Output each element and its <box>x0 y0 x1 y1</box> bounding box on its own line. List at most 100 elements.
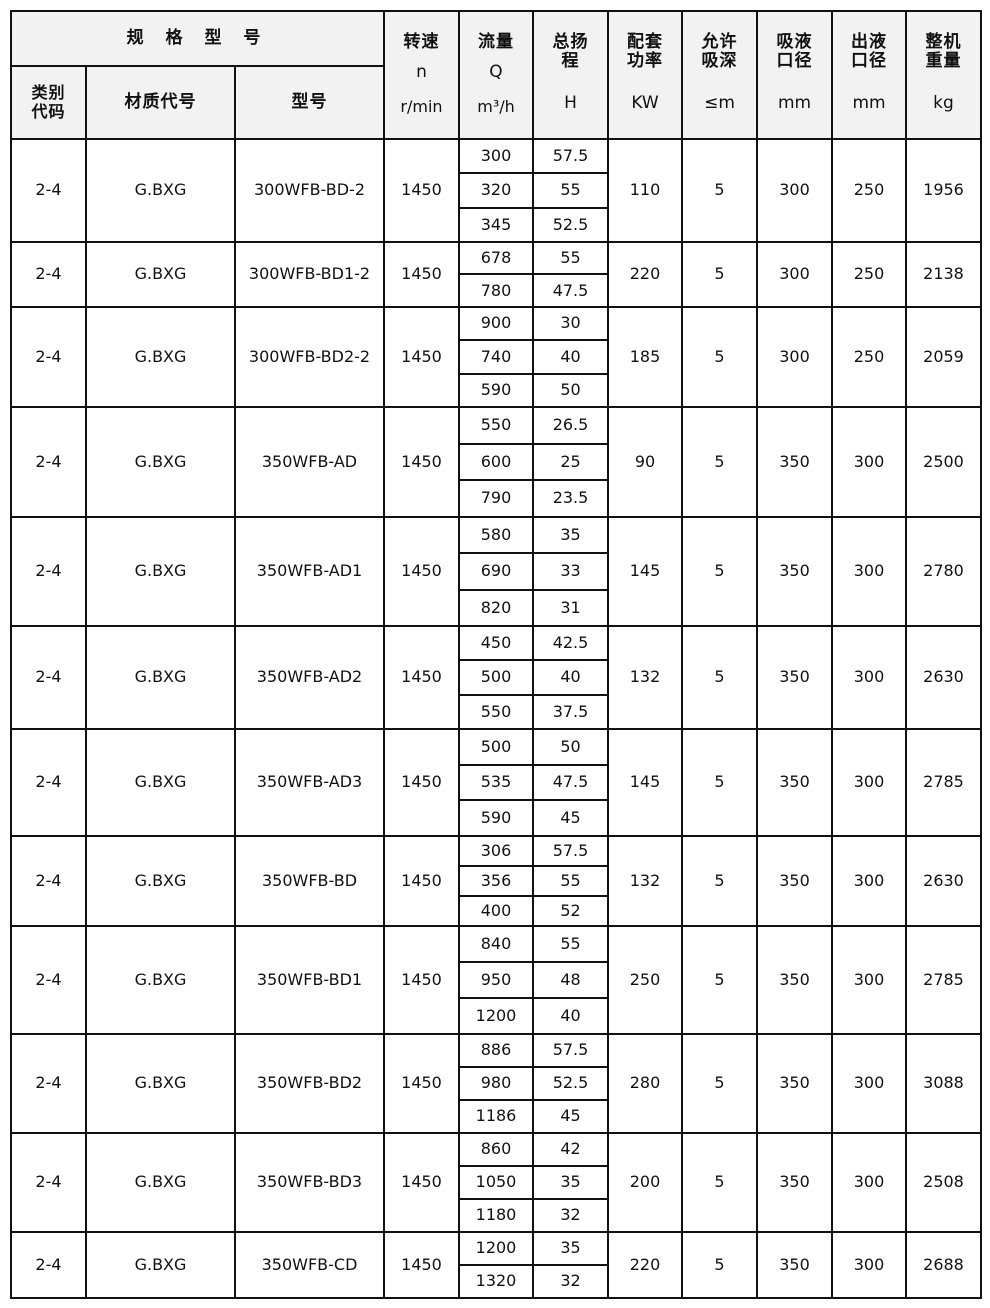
cell-speed: 1450 <box>383 727 460 837</box>
cell-suction-depth: 5 <box>681 515 758 627</box>
cell-power: 200 <box>607 1131 683 1233</box>
cell-speed: 1450 <box>383 305 460 408</box>
table-row: 1050 35 <box>11 1164 981 1200</box>
cell-flow: 840 <box>458 924 534 963</box>
cell-material-code: G.BXG <box>85 1230 236 1299</box>
cell-speed: 1450 <box>383 1230 460 1299</box>
cell-suction-depth: 5 <box>681 834 758 927</box>
cell-outlet: 300 <box>831 405 907 518</box>
header-speed-unit: r/min <box>400 97 443 117</box>
cell-flow: 678 <box>458 240 534 276</box>
header-outlet-unit: mm <box>852 92 886 113</box>
header-weight: 整机重量 kg <box>905 10 982 140</box>
cell-head: 40 <box>532 996 609 1035</box>
cell-power: 132 <box>607 624 683 730</box>
cell-speed: 1450 <box>383 138 460 243</box>
cell-material-code: G.BXG <box>85 924 236 1035</box>
header-speed: 转速 n r/min <box>383 10 460 140</box>
header-suction-depth-label: 允许吸深 <box>701 31 738 72</box>
table-row: 780 47.5 <box>11 273 981 308</box>
cell-power: 145 <box>607 727 683 837</box>
cell-model: 350WFB-BD3 <box>234 1131 385 1233</box>
cell-head: 37.5 <box>532 693 609 730</box>
header-model: 型号 <box>234 65 385 140</box>
cell-flow: 400 <box>458 894 534 927</box>
cell-weight: 2630 <box>905 834 982 927</box>
cell-category-code: 2-4 <box>10 1032 87 1134</box>
cell-flow: 1050 <box>458 1164 534 1200</box>
cell-head: 55 <box>532 240 609 276</box>
header-power-label: 配套功率 <box>627 31 663 72</box>
table-row: 600 25 <box>11 442 981 482</box>
header-flow-unit: m³/h <box>477 97 515 117</box>
cell-head: 55 <box>532 924 609 963</box>
cell-weight: 2780 <box>905 515 982 627</box>
cell-speed: 1450 <box>383 924 460 1035</box>
cell-weight: 2059 <box>905 305 982 408</box>
cell-flow: 500 <box>458 727 534 766</box>
cell-outlet: 300 <box>831 1131 907 1233</box>
cell-head: 40 <box>532 339 609 375</box>
table-row: 590 45 <box>11 799 981 837</box>
header-weight-unit: kg <box>933 92 954 113</box>
cell-head: 57.5 <box>532 834 609 867</box>
cell-flow: 950 <box>458 960 534 999</box>
table-row: 1186 45 <box>11 1098 981 1134</box>
cell-head: 48 <box>532 960 609 999</box>
cell-suction-depth: 5 <box>681 240 758 308</box>
cell-flow: 500 <box>458 659 534 696</box>
cell-material-code: G.BXG <box>85 515 236 627</box>
table-row: 740 40 <box>11 339 981 375</box>
cell-head: 52.5 <box>532 1065 609 1101</box>
cell-flow: 1200 <box>458 1230 534 1266</box>
cell-head: 40 <box>532 659 609 696</box>
table-row: 2-4 G.BXG 350WFB-AD 1450 550 26.5 90 5 350 300 250… <box>10 405 982 518</box>
table-row: 1200 40 <box>11 996 981 1035</box>
cell-material-code: G.BXG <box>85 727 236 837</box>
cell-weight: 2785 <box>905 727 982 837</box>
cell-speed: 1450 <box>383 1131 460 1233</box>
cell-category-code: 2-4 <box>10 727 87 837</box>
header-power: 配套功率 KW <box>607 10 683 140</box>
cell-outlet: 300 <box>831 924 907 1035</box>
cell-outlet: 300 <box>831 624 907 730</box>
cell-flow: 900 <box>458 305 534 342</box>
cell-flow: 860 <box>458 1131 534 1167</box>
cell-material-code: G.BXG <box>85 405 236 518</box>
header-category-code: 类别代码 <box>10 65 87 140</box>
cell-speed: 1450 <box>383 1032 460 1134</box>
cell-head: 42.5 <box>532 624 609 662</box>
cell-suction-depth: 5 <box>681 924 758 1035</box>
table-row: 2-4 G.BXG 300WFB-BD-2 1450 300 57.5 110 5 300 250… <box>10 137 982 243</box>
cell-suction-depth: 5 <box>681 305 758 408</box>
cell-category-code: 2-4 <box>10 1230 87 1299</box>
header-inlet-unit: mm <box>777 92 812 113</box>
cell-head: 32 <box>532 1263 609 1299</box>
cell-inlet: 300 <box>756 138 833 243</box>
cell-power: 250 <box>607 924 683 1035</box>
cell-weight: 2688 <box>905 1230 982 1299</box>
cell-material-code: G.BXG <box>85 1032 236 1134</box>
table-row: 550 37.5 <box>11 693 981 730</box>
cell-head: 52 <box>532 894 609 927</box>
table-row: 2-4 G.BXG 350WFB-AD1 1450 580 35 145 5 350 300 278… <box>10 515 982 627</box>
cell-model: 350WFB-AD3 <box>234 727 385 837</box>
cell-inlet: 350 <box>756 834 833 927</box>
table-row: 400 52 <box>11 894 981 927</box>
cell-flow: 1186 <box>458 1098 534 1134</box>
cell-category-code: 2-4 <box>10 1131 87 1233</box>
header-speed-symbol: n <box>416 61 427 82</box>
header-inlet-label: 吸液口径 <box>776 31 813 72</box>
cell-flow: 356 <box>458 864 534 897</box>
cell-inlet: 350 <box>756 515 833 627</box>
cell-suction-depth: 5 <box>681 138 758 243</box>
cell-weight: 2508 <box>905 1131 982 1233</box>
cell-outlet: 300 <box>831 1230 907 1299</box>
cell-speed: 1450 <box>383 624 460 730</box>
header-flow-label: 流量 <box>478 32 514 53</box>
table-row: 2-4 G.BXG 350WFB-BD3 1450 860 42 200 5 350 300 250… <box>10 1131 982 1233</box>
cell-power: 145 <box>607 515 683 627</box>
cell-head: 30 <box>532 305 609 342</box>
cell-head: 50 <box>532 727 609 766</box>
cell-head: 35 <box>532 1164 609 1200</box>
